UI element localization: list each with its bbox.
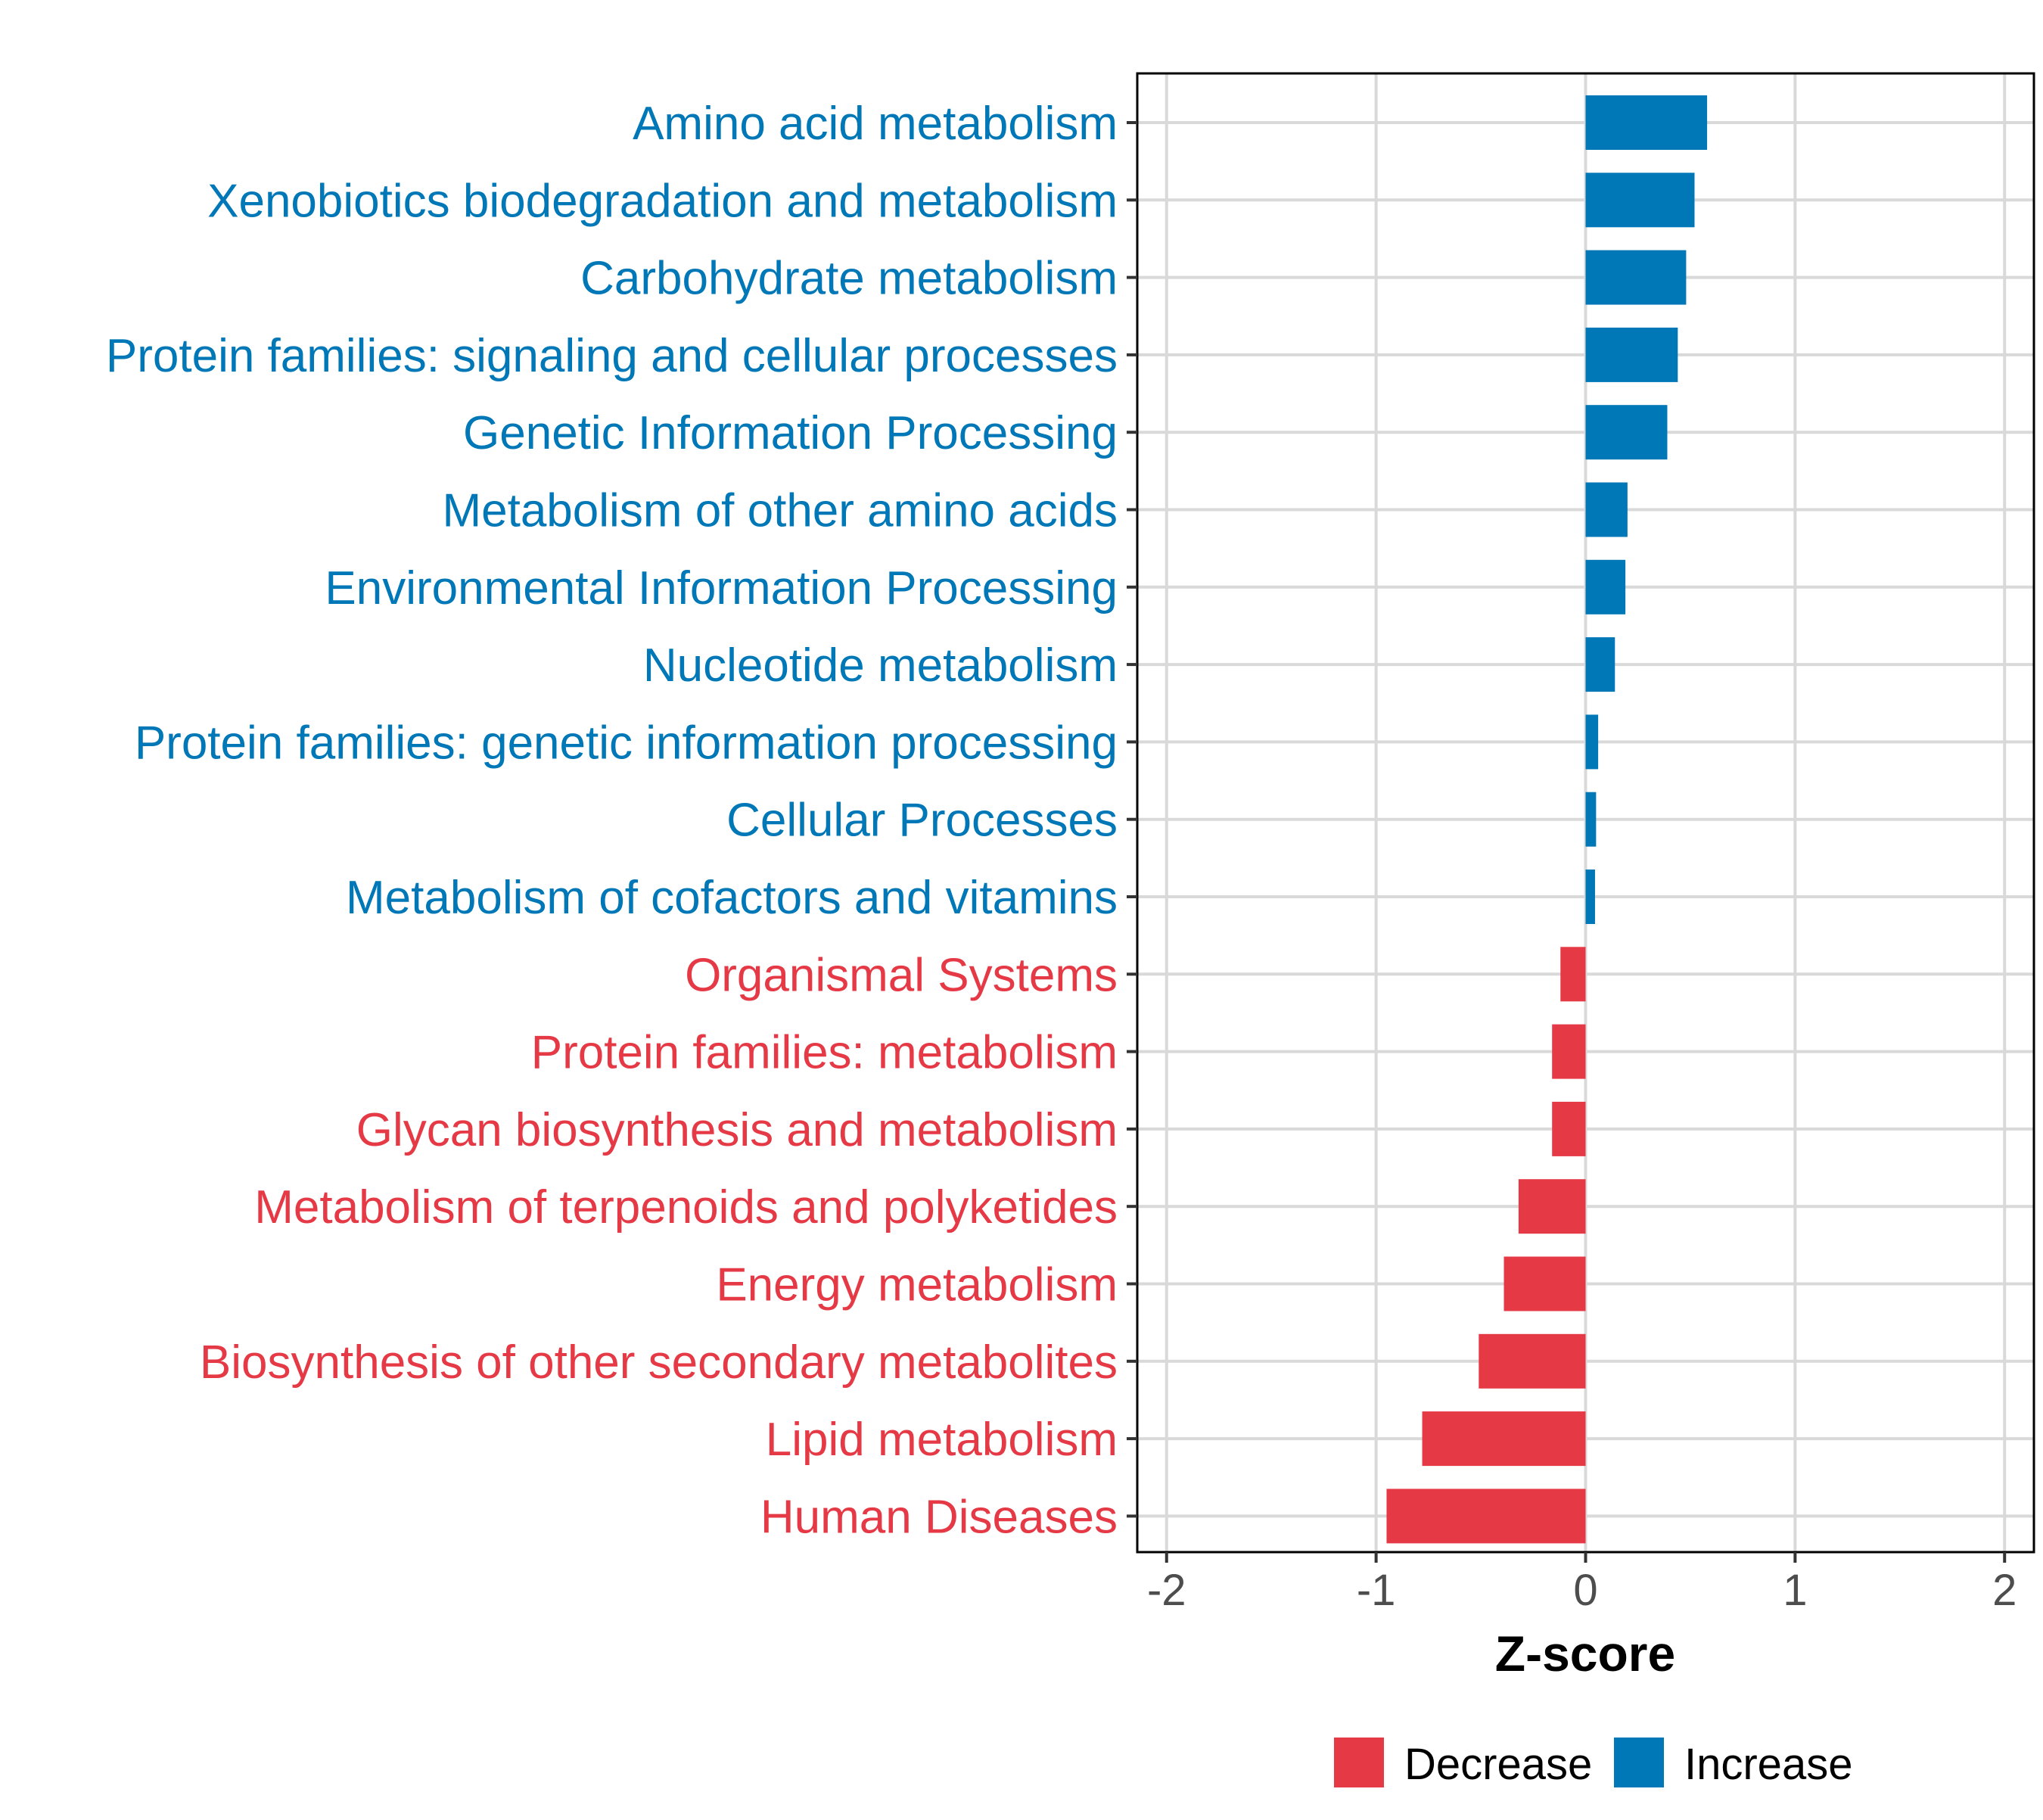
bar-decrease (1422, 1411, 1586, 1467)
category-label: Organismal Systems (685, 949, 1118, 1001)
x-axis: -2 -1 0 1 2 (1147, 1552, 2017, 1615)
x-tick-label: 0 (1573, 1566, 1597, 1615)
bar-decrease (1552, 1101, 1586, 1156)
category-label: Lipid metabolism (766, 1414, 1118, 1466)
x-axis-title: Z-score (1495, 1626, 1675, 1682)
bar-increase (1585, 714, 1599, 770)
legend-swatch-decrease (1334, 1738, 1384, 1787)
bar-decrease (1560, 947, 1586, 1002)
bar-increase (1585, 559, 1626, 614)
bar-increase (1585, 405, 1668, 460)
category-label: Human Diseases (760, 1491, 1118, 1543)
x-tick-label: -1 (1357, 1566, 1396, 1615)
category-label: Protein families: genetic information pr… (135, 717, 1118, 769)
x-tick-label: 2 (1992, 1566, 2017, 1615)
legend: Decrease Increase (1334, 1738, 1852, 1789)
bar-increase (1585, 327, 1678, 382)
bar-increase (1585, 637, 1615, 692)
bar-decrease (1518, 1179, 1586, 1234)
category-label: Cellular Processes (726, 795, 1118, 847)
legend-label-increase: Increase (1684, 1740, 1852, 1789)
category-label: Metabolism of other amino acids (442, 485, 1118, 537)
bar-increase (1585, 250, 1687, 305)
bar-increase (1585, 173, 1695, 228)
bar-increase (1585, 870, 1595, 924)
bar-decrease (1386, 1489, 1586, 1544)
bar-increase (1585, 792, 1597, 847)
category-label: Carbohydrate metabolism (580, 253, 1118, 305)
category-label: Environmental Information Processing (325, 562, 1118, 614)
category-label: Metabolism of terpenoids and polyketides (254, 1181, 1118, 1234)
category-label: Protein families: metabolism (531, 1027, 1118, 1079)
legend-label-decrease: Decrease (1404, 1740, 1592, 1789)
x-tick-label: 1 (1783, 1566, 1807, 1615)
category-label: Energy metabolism (716, 1259, 1118, 1311)
bar-decrease (1479, 1333, 1586, 1389)
bar-increase (1585, 95, 1708, 150)
category-label: Glycan biosynthesis and metabolism (356, 1104, 1118, 1156)
bar-increase (1585, 482, 1628, 537)
x-tick-label: -2 (1147, 1566, 1186, 1615)
category-label: Xenobiotics biodegradation and metabolis… (207, 175, 1118, 227)
category-label: Metabolism of cofactors and vitamins (346, 872, 1118, 924)
bar-decrease (1552, 1024, 1586, 1079)
legend-swatch-increase (1614, 1738, 1664, 1787)
category-label: Protein families: signaling and cellular… (106, 330, 1118, 382)
bar-layer (1386, 95, 1708, 1544)
category-label: Nucleotide metabolism (643, 639, 1118, 692)
category-label: Genetic Information Processing (463, 407, 1118, 459)
category-label: Biosynthesis of other secondary metaboli… (200, 1336, 1118, 1389)
y-axis: Amino acid metabolism Xenobiotics biodegr… (106, 98, 1137, 1543)
bar-decrease (1503, 1256, 1586, 1311)
category-label: Amino acid metabolism (633, 98, 1118, 150)
